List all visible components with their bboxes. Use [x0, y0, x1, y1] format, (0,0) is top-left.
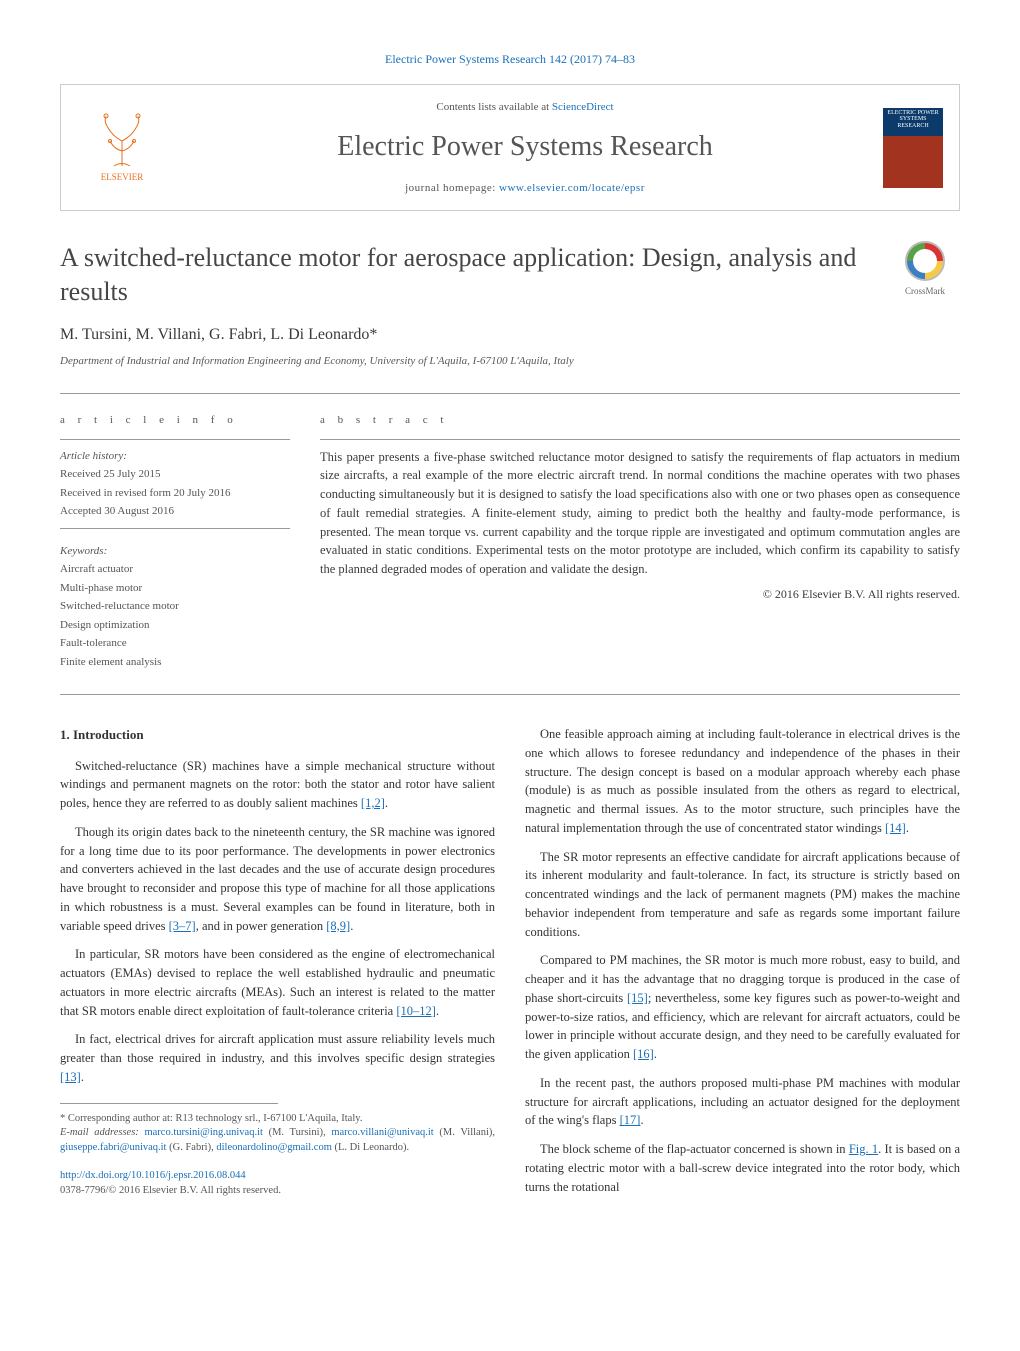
- email-who: (M. Villani),: [434, 1127, 495, 1138]
- email-link[interactable]: marco.tursini@ing.univaq.it: [144, 1127, 262, 1138]
- paragraph: One feasible approach aiming at includin…: [525, 725, 960, 838]
- paragraph: The SR motor represents an effective can…: [525, 848, 960, 942]
- citation-link[interactable]: [3–7]: [169, 919, 196, 933]
- email-who: (G. Fabri),: [166, 1142, 216, 1153]
- right-column: One feasible approach aiming at includin…: [525, 725, 960, 1206]
- citation-link[interactable]: [13]: [60, 1070, 81, 1084]
- citation-link[interactable]: Fig. 1: [849, 1142, 878, 1156]
- citation-link[interactable]: [14]: [885, 821, 906, 835]
- journal-citation-header: Electric Power Systems Research 142 (201…: [60, 50, 960, 68]
- elsevier-tree-icon: [92, 111, 152, 171]
- article-info-heading: a r t i c l e i n f o: [60, 412, 290, 429]
- paragraph: In fact, electrical drives for aircraft …: [60, 1030, 495, 1086]
- history-revised: Received in revised form 20 July 2016: [60, 485, 290, 502]
- cover-label: ELECTRIC POWER SYSTEMS RESEARCH: [885, 110, 941, 130]
- paragraph: Compared to PM machines, the SR motor is…: [525, 951, 960, 1064]
- abstract-heading: a b s t r a c t: [320, 412, 960, 429]
- keywords-label: Keywords:: [60, 543, 290, 560]
- issn-copyright: 0378-7796/© 2016 Elsevier B.V. All right…: [60, 1183, 495, 1199]
- keyword: Multi-phase motor: [60, 580, 290, 597]
- paragraph: The block scheme of the flap-actuator co…: [525, 1140, 960, 1196]
- citation-link[interactable]: [17]: [620, 1113, 641, 1127]
- journal-name: Electric Power Systems Research: [167, 126, 883, 168]
- history-label: Article history:: [60, 448, 290, 465]
- section-1-heading: 1. Introduction: [60, 725, 495, 745]
- citation-link[interactable]: [10–12]: [396, 1004, 436, 1018]
- journal-homepage-line: journal homepage: www.elsevier.com/locat…: [167, 180, 883, 197]
- article-info-column: a r t i c l e i n f o Article history: R…: [60, 412, 290, 672]
- abstract-text: This paper presents a five-phase switche…: [320, 448, 960, 579]
- email-who: (M. Tursini),: [263, 1127, 331, 1138]
- citation-link[interactable]: [8,9]: [326, 919, 350, 933]
- history-received: Received 25 July 2015: [60, 466, 290, 483]
- separator-bottom: [60, 694, 960, 695]
- contents-lists-line: Contents lists available at ScienceDirec…: [167, 99, 883, 116]
- keyword: Aircraft actuator: [60, 561, 290, 578]
- crossmark-label: CrossMark: [905, 286, 945, 296]
- meta-abstract-row: a r t i c l e i n f o Article history: R…: [60, 394, 960, 694]
- paragraph: Switched-reluctance (SR) machines have a…: [60, 757, 495, 813]
- elsevier-label: ELSEVIER: [101, 171, 144, 185]
- keyword: Finite element analysis: [60, 654, 290, 671]
- doi-line: http://dx.doi.org/10.1016/j.epsr.2016.08…: [60, 1168, 495, 1184]
- abstract-column: a b s t r a c t This paper presents a fi…: [320, 412, 960, 672]
- crossmark-icon: [905, 241, 945, 281]
- title-row: A switched-reluctance motor for aerospac…: [60, 241, 960, 309]
- author-list: M. Tursini, M. Villani, G. Fabri, L. Di …: [60, 323, 960, 347]
- keyword: Design optimization: [60, 617, 290, 634]
- body-columns: 1. Introduction Switched-reluctance (SR)…: [60, 725, 960, 1206]
- paragraph: In the recent past, the authors proposed…: [525, 1074, 960, 1130]
- email-link[interactable]: marco.villani@univaq.it: [331, 1127, 433, 1138]
- email-who: (L. Di Leonardo).: [332, 1142, 409, 1153]
- sciencedirect-link[interactable]: ScienceDirect: [552, 101, 614, 113]
- citation-link[interactable]: [16]: [633, 1047, 654, 1061]
- email-link[interactable]: giuseppe.fabri@univaq.it: [60, 1142, 166, 1153]
- left-column: 1. Introduction Switched-reluctance (SR)…: [60, 725, 495, 1206]
- email-link[interactable]: dileonardolino@gmail.com: [216, 1142, 332, 1153]
- journal-citation-link[interactable]: Electric Power Systems Research 142 (201…: [385, 52, 635, 66]
- keyword: Fault-tolerance: [60, 635, 290, 652]
- abstract-rule: [320, 439, 960, 440]
- history-accepted: Accepted 30 August 2016: [60, 503, 290, 520]
- article-title: A switched-reluctance motor for aerospac…: [60, 241, 890, 309]
- crossmark-badge[interactable]: CrossMark: [890, 241, 960, 299]
- elsevier-logo[interactable]: ELSEVIER: [77, 103, 167, 193]
- meta-rule-2: [60, 528, 290, 529]
- corresponding-line: * Corresponding author at: R13 technolog…: [60, 1112, 495, 1127]
- article-page: Electric Power Systems Research 142 (201…: [0, 0, 1020, 1256]
- footnote-separator: [60, 1103, 278, 1104]
- citation-link[interactable]: [15]: [627, 991, 648, 1005]
- homepage-prefix: journal homepage:: [405, 182, 499, 194]
- corresponding-author-footnote: * Corresponding author at: R13 technolog…: [60, 1112, 495, 1156]
- journal-cover-thumbnail[interactable]: ELECTRIC POWER SYSTEMS RESEARCH: [883, 108, 943, 188]
- affiliation: Department of Industrial and Information…: [60, 353, 960, 370]
- abstract-copyright: © 2016 Elsevier B.V. All rights reserved…: [320, 585, 960, 603]
- doi-link[interactable]: http://dx.doi.org/10.1016/j.epsr.2016.08…: [60, 1170, 246, 1181]
- paragraph: In particular, SR motors have been consi…: [60, 945, 495, 1020]
- email-label: E-mail addresses:: [60, 1127, 144, 1138]
- keyword: Switched-reluctance motor: [60, 598, 290, 615]
- header-center: Contents lists available at ScienceDirec…: [167, 99, 883, 196]
- email-addresses: E-mail addresses: marco.tursini@ing.univ…: [60, 1126, 495, 1155]
- paragraph: Though its origin dates back to the nine…: [60, 823, 495, 936]
- meta-rule-1: [60, 439, 290, 440]
- citation-link[interactable]: [1,2]: [361, 796, 385, 810]
- contents-prefix: Contents lists available at: [436, 101, 551, 113]
- journal-header-box: ELSEVIER Contents lists available at Sci…: [60, 84, 960, 211]
- journal-homepage-link[interactable]: www.elsevier.com/locate/epsr: [499, 182, 645, 194]
